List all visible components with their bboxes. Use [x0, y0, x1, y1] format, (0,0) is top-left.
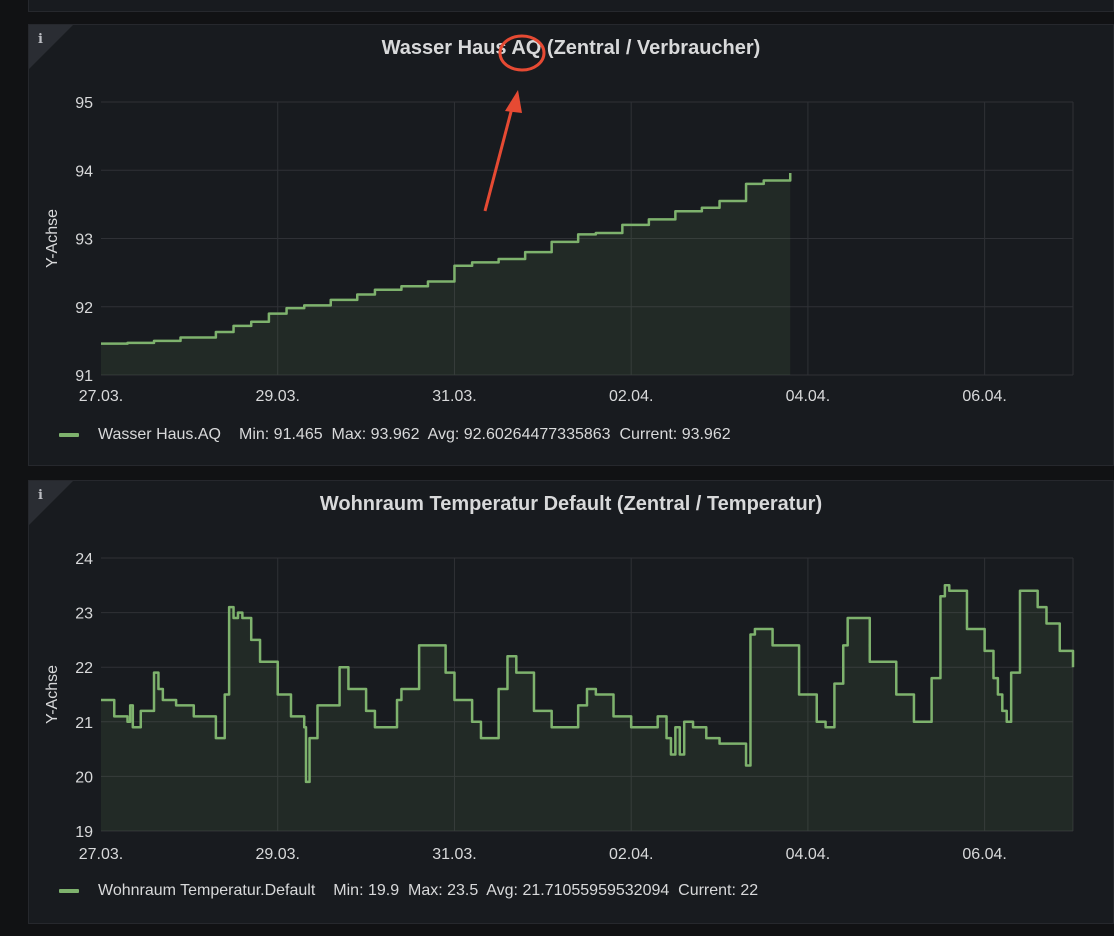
y-tick-label: 22 [75, 660, 93, 677]
legend-stats: Min: 19.9 Max: 23.5 Avg: 21.710559595320… [333, 882, 759, 899]
y-axis-label: Y-Achse [44, 665, 61, 724]
panel-title[interactable]: Wasser Haus AQ (Zentral / Verbraucher) [29, 37, 1113, 60]
legend-series-name[interactable]: Wohnraum Temperatur.Default [98, 882, 316, 899]
x-tick-label: 06.04. [962, 388, 1006, 405]
x-tick-label: 04.04. [786, 846, 830, 863]
y-tick-label: 21 [75, 715, 93, 732]
x-tick-label: 02.04. [609, 388, 653, 405]
chart-wohnraum-temperatur[interactable]: 19 20 21 22 23 24 27.03. 29.03. 31.03. 02.04. 04.0… [29, 481, 1113, 923]
chart-wasser-haus[interactable]: 91 92 93 94 95 27.03. 29.03. 31.03. 02.04. 04.04.… [29, 25, 1113, 465]
legend-stats: Min: 91.465 Max: 93.962 Avg: 92.60264477… [239, 426, 731, 443]
x-tick-label: 29.03. [255, 388, 299, 405]
panel-title[interactable]: Wohnraum Temperatur Default (Zentral / T… [319, 493, 823, 515]
y-tick-label: 23 [75, 606, 93, 623]
legend: Wasser Haus.AQ Min: 91.465 Max: 93.962 A… [59, 426, 731, 444]
x-tick-label: 29.03. [255, 846, 299, 863]
legend: Wohnraum Temperatur.Default Min: 19.9 Ma… [59, 882, 758, 900]
y-axis-label: Y-Achse [44, 209, 61, 268]
info-corner [29, 25, 73, 69]
series-line[interactable] [101, 172, 792, 345]
x-tick-label: 04.04. [786, 388, 830, 405]
legend-series-name[interactable]: Wasser Haus.AQ [98, 426, 221, 443]
series-area [101, 172, 791, 375]
series-area [101, 585, 1073, 831]
title-text-after: (Zentral / Verbraucher) [541, 37, 761, 59]
x-tick-label: 31.03. [432, 846, 476, 863]
x-tick-label: 27.03. [79, 846, 123, 863]
y-tick-label: 91 [75, 368, 93, 385]
panel-wohnraum-temperatur: i Wohnraum Temperatur Default (Zentral /… [28, 480, 1114, 924]
x-tick-label: 31.03. [432, 388, 476, 405]
previous-panel-edge [28, 0, 1114, 12]
x-tick-label: 27.03. [79, 388, 123, 405]
y-tick-label: 24 [75, 551, 93, 568]
x-tick-label: 02.04. [609, 846, 653, 863]
series-line[interactable] [101, 584, 1075, 784]
legend-swatch [59, 889, 79, 893]
x-tick-label: 06.04. [962, 846, 1006, 863]
y-tick-label: 20 [75, 769, 93, 786]
info-corner [29, 481, 73, 525]
legend-swatch [59, 433, 79, 437]
info-icon[interactable]: i [38, 488, 43, 503]
y-tick-label: 92 [75, 300, 93, 317]
info-icon[interactable]: i [38, 32, 43, 47]
y-tick-label: 94 [75, 163, 93, 180]
title-text-before: Wasser Haus [381, 37, 512, 59]
y-tick-label: 19 [75, 824, 93, 841]
y-tick-label: 93 [75, 232, 93, 249]
panel-wasser-haus: i Wasser Haus AQ (Zentral / Verbraucher)… [28, 24, 1114, 466]
y-tick-label: 95 [75, 95, 93, 112]
